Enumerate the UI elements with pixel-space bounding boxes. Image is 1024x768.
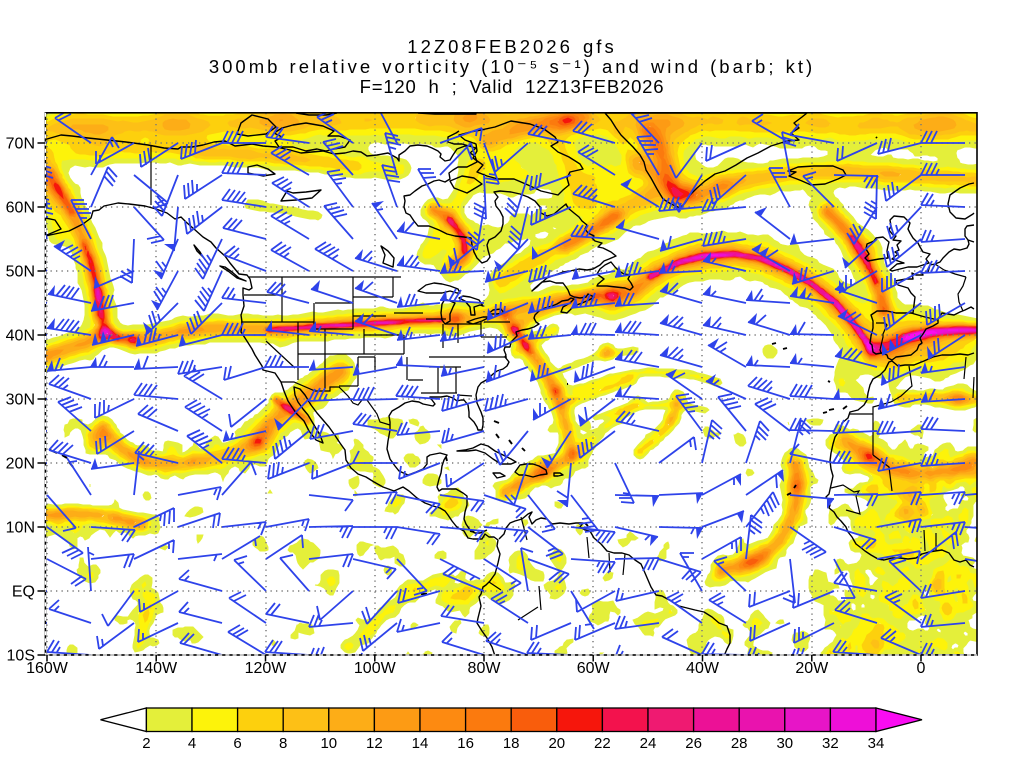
svg-text:20W: 20W: [795, 660, 829, 677]
svg-text:40W: 40W: [686, 660, 720, 677]
svg-text:80W: 80W: [468, 660, 502, 677]
svg-text:0: 0: [917, 660, 926, 677]
svg-text:60W: 60W: [577, 660, 611, 677]
svg-text:120W: 120W: [245, 660, 288, 677]
svg-text:12Z08FEB2026 gfs: 12Z08FEB2026 gfs: [407, 36, 616, 57]
svg-text:140W: 140W: [135, 660, 178, 677]
svg-text:18: 18: [503, 735, 520, 752]
svg-text:60N: 60N: [6, 200, 35, 217]
svg-text:30N: 30N: [6, 392, 35, 409]
svg-text:8: 8: [279, 735, 287, 752]
svg-text:34: 34: [868, 735, 885, 752]
svg-text:12: 12: [366, 735, 383, 752]
svg-text:22: 22: [594, 735, 611, 752]
svg-text:10N: 10N: [6, 520, 35, 537]
svg-text:24: 24: [640, 735, 657, 752]
svg-text:300mb relative vorticity (10⁻⁵: 300mb relative vorticity (10⁻⁵ s⁻¹) and …: [209, 56, 815, 77]
svg-text:10S: 10S: [7, 648, 35, 665]
svg-text:70N: 70N: [6, 136, 35, 153]
svg-text:20N: 20N: [6, 456, 35, 473]
svg-text:16: 16: [457, 735, 474, 752]
svg-text:6: 6: [233, 735, 241, 752]
svg-text:32: 32: [822, 735, 839, 752]
svg-text:28: 28: [731, 735, 748, 752]
svg-text:4: 4: [188, 735, 196, 752]
svg-text:F=120 h ; Valid 12Z13FEB2026: F=120 h ; Valid 12Z13FEB2026: [360, 76, 665, 97]
svg-text:50N: 50N: [6, 264, 35, 281]
svg-text:26: 26: [685, 735, 702, 752]
svg-text:14: 14: [412, 735, 429, 752]
svg-text:100W: 100W: [354, 660, 397, 677]
svg-text:EQ: EQ: [12, 584, 35, 601]
svg-text:20: 20: [548, 735, 565, 752]
svg-text:160W: 160W: [26, 660, 69, 677]
svg-text:30: 30: [776, 735, 793, 752]
svg-text:40N: 40N: [6, 328, 35, 345]
svg-text:10: 10: [320, 735, 337, 752]
svg-text:2: 2: [142, 735, 150, 752]
